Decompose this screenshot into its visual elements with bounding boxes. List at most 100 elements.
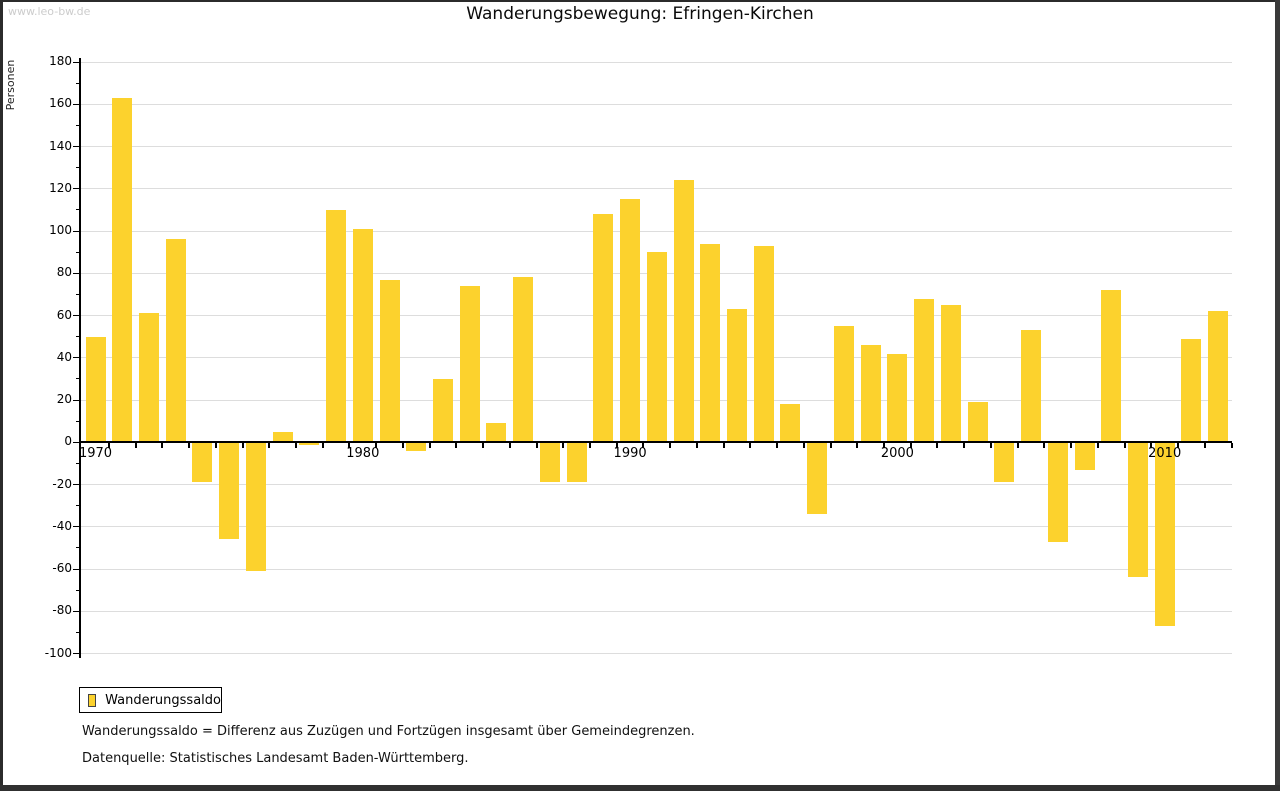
gridline bbox=[80, 230, 1232, 232]
bar-2003 bbox=[967, 402, 988, 442]
gridline bbox=[80, 146, 1232, 147]
x-axis-tick bbox=[776, 443, 779, 449]
legend: Wanderungssaldo bbox=[79, 687, 222, 713]
y-axis-tick bbox=[73, 188, 80, 190]
y-axis-tick bbox=[73, 568, 80, 570]
x-axis-tick-label: 1970 bbox=[78, 446, 113, 462]
gridline bbox=[80, 188, 1232, 190]
y-axis-minor-tick bbox=[76, 505, 80, 507]
bar-1982 bbox=[406, 443, 427, 451]
y-axis-tick-label: 20 bbox=[56, 392, 72, 406]
y-axis-minor-tick bbox=[76, 631, 80, 633]
x-axis-tick bbox=[989, 443, 992, 449]
legend-swatch-icon bbox=[88, 693, 97, 707]
y-axis-tick-label: 100 bbox=[49, 223, 72, 237]
watermark: www.leo-bw.de bbox=[8, 5, 91, 18]
y-axis-tick bbox=[73, 653, 80, 654]
bar-2000 bbox=[887, 353, 908, 442]
y-axis-tick bbox=[73, 272, 80, 274]
x-axis-tick bbox=[1150, 443, 1153, 449]
x-axis-tick bbox=[482, 443, 485, 449]
bar-1987 bbox=[539, 443, 560, 483]
x-axis-tick bbox=[856, 443, 859, 449]
definition-note: Wanderungssaldo = Differenz aus Zuzügen … bbox=[82, 724, 695, 739]
x-axis-tick bbox=[348, 443, 351, 449]
x-axis-tick bbox=[375, 443, 378, 449]
y-axis-minor-tick bbox=[76, 124, 80, 126]
y-axis-tick bbox=[73, 61, 80, 63]
bar-1991 bbox=[646, 252, 667, 442]
legend-label: Wanderungssaldo bbox=[105, 692, 221, 708]
y-axis-tick bbox=[73, 526, 80, 528]
window-border-right bbox=[1275, 0, 1280, 791]
y-axis-minor-tick bbox=[76, 547, 80, 549]
bar-1976 bbox=[245, 443, 266, 572]
x-axis-tick bbox=[909, 443, 912, 449]
bar-1998 bbox=[833, 326, 854, 442]
x-axis-tick bbox=[883, 443, 886, 449]
y-axis-minor-tick bbox=[76, 167, 80, 169]
y-axis-tick bbox=[73, 610, 80, 612]
y-axis-tick-label: -100 bbox=[44, 645, 72, 660]
x-axis-tick bbox=[802, 443, 805, 449]
y-axis-minor-tick bbox=[76, 293, 80, 295]
y-axis-tick-label: -40 bbox=[52, 518, 72, 533]
y-axis-minor-tick bbox=[76, 336, 80, 338]
x-axis-tick bbox=[214, 443, 217, 449]
bar-1977 bbox=[272, 431, 293, 442]
x-axis-tick bbox=[1230, 443, 1233, 449]
y-axis-tick-label: 140 bbox=[49, 138, 72, 153]
x-axis-tick bbox=[455, 443, 458, 449]
y-axis-line bbox=[79, 58, 81, 658]
bar-2009 bbox=[1127, 443, 1148, 578]
bar-1972 bbox=[138, 313, 159, 442]
y-axis-tick-label: 0 bbox=[64, 434, 72, 449]
y-axis-tick-label: -20 bbox=[52, 476, 72, 491]
bar-2008 bbox=[1101, 290, 1122, 442]
gridline bbox=[80, 103, 1232, 105]
x-axis-tick bbox=[589, 443, 591, 449]
x-axis-tick bbox=[241, 443, 244, 449]
x-axis-tick bbox=[161, 443, 164, 449]
bar-1984 bbox=[459, 285, 480, 442]
x-axis-tick-label: 1990 bbox=[613, 446, 647, 462]
bar-1989 bbox=[593, 214, 614, 442]
x-axis-tick bbox=[134, 443, 137, 449]
y-axis-tick bbox=[73, 399, 80, 401]
bar-1992 bbox=[673, 180, 694, 442]
gridline bbox=[80, 526, 1232, 528]
window-border-left bbox=[0, 0, 3, 791]
bar-1997 bbox=[807, 443, 828, 515]
x-axis-tick bbox=[829, 443, 832, 449]
y-axis-tick-label: 120 bbox=[49, 180, 72, 195]
bar-1986 bbox=[513, 277, 534, 442]
y-axis-tick bbox=[73, 315, 80, 316]
x-axis-tick-label: 1980 bbox=[346, 446, 380, 462]
bar-2012 bbox=[1208, 311, 1229, 442]
x-axis-tick bbox=[321, 443, 324, 449]
bar-1983 bbox=[432, 378, 453, 442]
window-border-bottom bbox=[0, 785, 1280, 791]
x-axis-tick bbox=[695, 443, 698, 449]
y-axis-tick bbox=[73, 103, 80, 105]
gridline bbox=[80, 653, 1232, 654]
x-axis-tick bbox=[1096, 443, 1099, 449]
gridline bbox=[80, 484, 1232, 485]
bar-1970 bbox=[85, 336, 106, 442]
bar-1980 bbox=[352, 228, 373, 442]
bar-1988 bbox=[566, 443, 587, 483]
bar-1999 bbox=[860, 345, 881, 442]
bar-2005 bbox=[1021, 330, 1042, 442]
y-axis-minor-tick bbox=[76, 420, 80, 422]
y-axis-tick bbox=[73, 484, 80, 485]
x-axis-tick bbox=[1203, 443, 1206, 449]
x-axis-tick bbox=[268, 443, 271, 449]
bar-1993 bbox=[700, 243, 721, 442]
bar-1973 bbox=[165, 239, 186, 442]
bar-1971 bbox=[112, 97, 133, 442]
bar-1978 bbox=[299, 443, 320, 445]
x-axis-tick bbox=[1123, 443, 1126, 449]
bar-1975 bbox=[219, 443, 240, 540]
